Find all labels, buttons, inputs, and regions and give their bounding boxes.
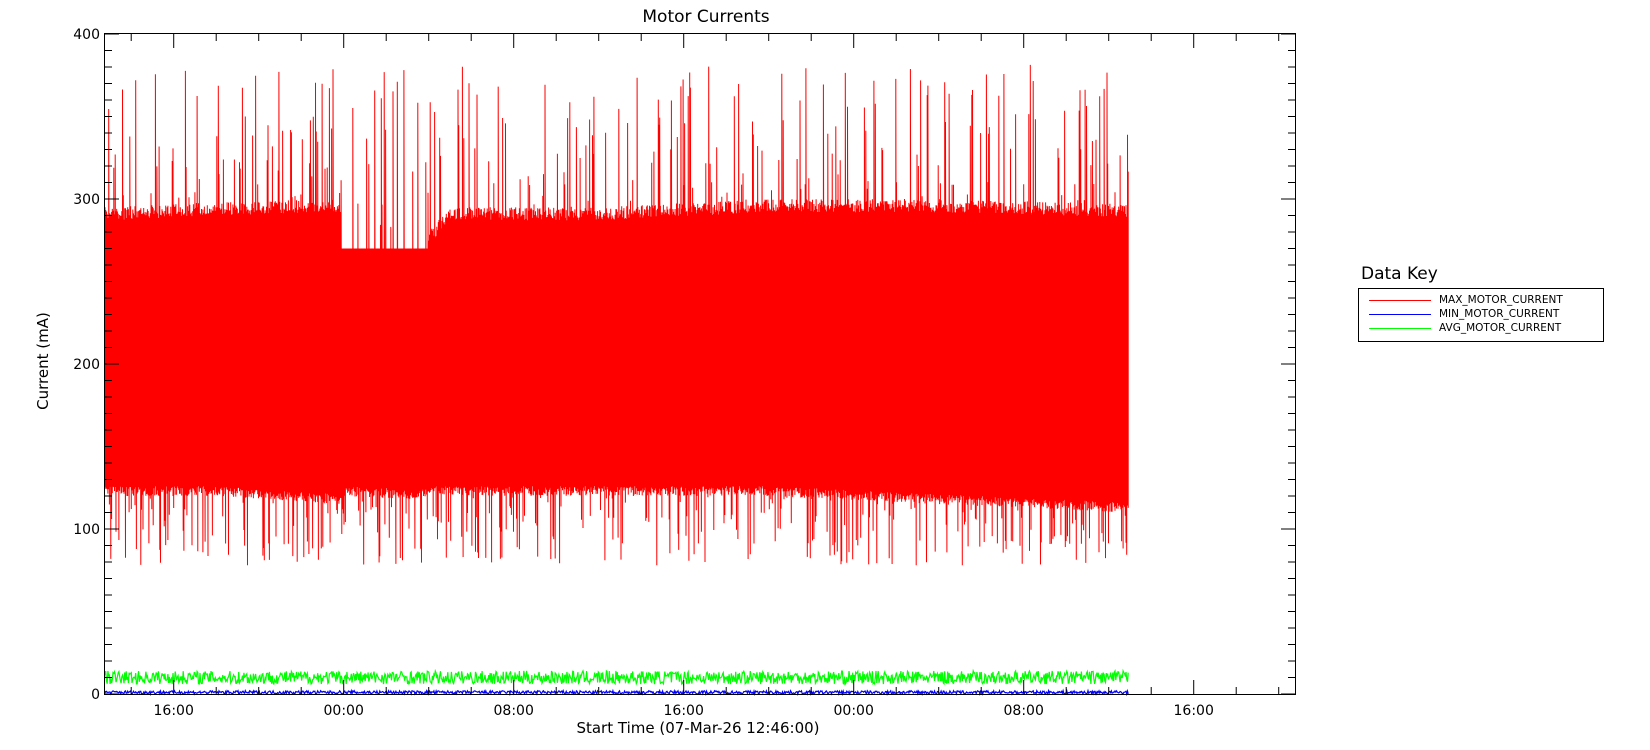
y-tick-label: 200 xyxy=(73,357,100,373)
x-tick-label: 16:00 xyxy=(664,703,704,719)
legend-swatch xyxy=(1369,313,1431,315)
y-tick-label: 100 xyxy=(73,522,100,538)
legend-entry: MIN_MOTOR_CURRENT xyxy=(1369,307,1595,321)
series-min-motor-current xyxy=(104,688,1129,697)
x-tick-label: 00:00 xyxy=(834,703,874,719)
x-tick-label: 00:00 xyxy=(324,703,364,719)
legend-title: Data Key xyxy=(1361,264,1438,284)
series-avg-motor-current xyxy=(104,668,1129,686)
legend: Data Key MAX_MOTOR_CURRENT MIN_MOTOR_CURR… xyxy=(1358,264,1604,342)
x-tick-label: 16:00 xyxy=(1174,703,1214,719)
x-tick-label: 08:00 xyxy=(1004,703,1044,719)
y-tick-label: 400 xyxy=(73,27,100,43)
y-tick-label: 300 xyxy=(73,192,100,208)
legend-entry: AVG_MOTOR_CURRENT xyxy=(1369,321,1595,335)
legend-box: MAX_MOTOR_CURRENT MIN_MOTOR_CURRENT AVG_MO… xyxy=(1358,288,1604,342)
ticks-layer: 0 100 200 300 400 16:00 00:00 08:00 16:00 00:00 08… xyxy=(73,27,1295,719)
x-tick-label: 08:00 xyxy=(494,703,534,719)
legend-entry: MAX_MOTOR_CURRENT xyxy=(1369,293,1595,307)
series-max-motor-current-core xyxy=(105,248,1129,463)
x-tick-label: 16:00 xyxy=(154,703,194,719)
chart-title: Motor Currents xyxy=(642,7,769,27)
legend-swatch xyxy=(1369,299,1431,301)
legend-label: MIN_MOTOR_CURRENT xyxy=(1439,308,1560,320)
legend-label: MAX_MOTOR_CURRENT xyxy=(1439,294,1563,306)
y-axis-label: Current (mA) xyxy=(34,312,52,410)
legend-swatch xyxy=(1369,327,1431,329)
y-tick-label: 0 xyxy=(91,687,100,703)
plot-frame xyxy=(104,33,1296,695)
legend-label: AVG_MOTOR_CURRENT xyxy=(1439,322,1562,334)
series-layer xyxy=(104,64,1129,697)
x-axis-label: Start Time (07-Mar-26 12:46:00) xyxy=(576,719,819,737)
